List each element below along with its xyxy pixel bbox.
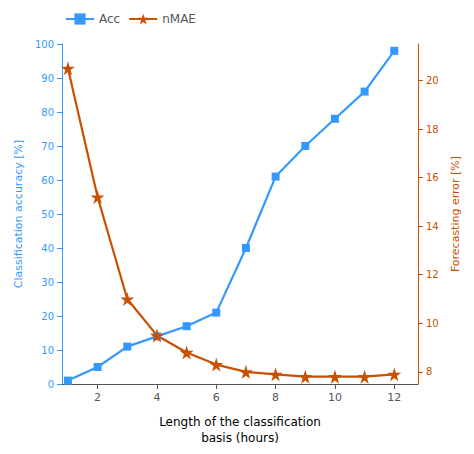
svg-text:0: 0 bbox=[48, 379, 54, 390]
svg-text:8: 8 bbox=[272, 391, 279, 404]
svg-text:12: 12 bbox=[387, 391, 401, 404]
svg-text:60: 60 bbox=[41, 175, 54, 186]
svg-text:10: 10 bbox=[41, 345, 54, 356]
svg-text:10: 10 bbox=[426, 318, 439, 329]
svg-text:4: 4 bbox=[153, 391, 160, 404]
svg-text:30: 30 bbox=[41, 277, 54, 288]
svg-text:80: 80 bbox=[41, 107, 54, 118]
svg-text:Acc: Acc bbox=[99, 12, 120, 26]
svg-text:100: 100 bbox=[35, 39, 54, 50]
svg-text:70: 70 bbox=[41, 141, 54, 152]
svg-text:12: 12 bbox=[426, 269, 439, 280]
svg-text:basis (hours): basis (hours) bbox=[201, 431, 279, 445]
svg-text:Classification accuracy [%]: Classification accuracy [%] bbox=[12, 140, 25, 288]
svg-text:50: 50 bbox=[41, 209, 54, 220]
svg-text:Forecasting error [%]: Forecasting error [%] bbox=[449, 156, 462, 272]
svg-text:90: 90 bbox=[41, 73, 54, 84]
svg-text:18: 18 bbox=[426, 124, 439, 135]
svg-text:Length of the classification: Length of the classification bbox=[159, 415, 321, 429]
svg-text:nMAE: nMAE bbox=[162, 12, 196, 26]
svg-text:40: 40 bbox=[41, 243, 54, 254]
svg-text:16: 16 bbox=[426, 172, 439, 183]
svg-text:20: 20 bbox=[426, 75, 439, 86]
svg-text:2: 2 bbox=[94, 391, 101, 404]
svg-text:20: 20 bbox=[41, 311, 54, 322]
svg-text:14: 14 bbox=[426, 221, 439, 232]
svg-text:8: 8 bbox=[426, 366, 432, 377]
svg-text:6: 6 bbox=[213, 391, 220, 404]
svg-text:10: 10 bbox=[328, 391, 342, 404]
